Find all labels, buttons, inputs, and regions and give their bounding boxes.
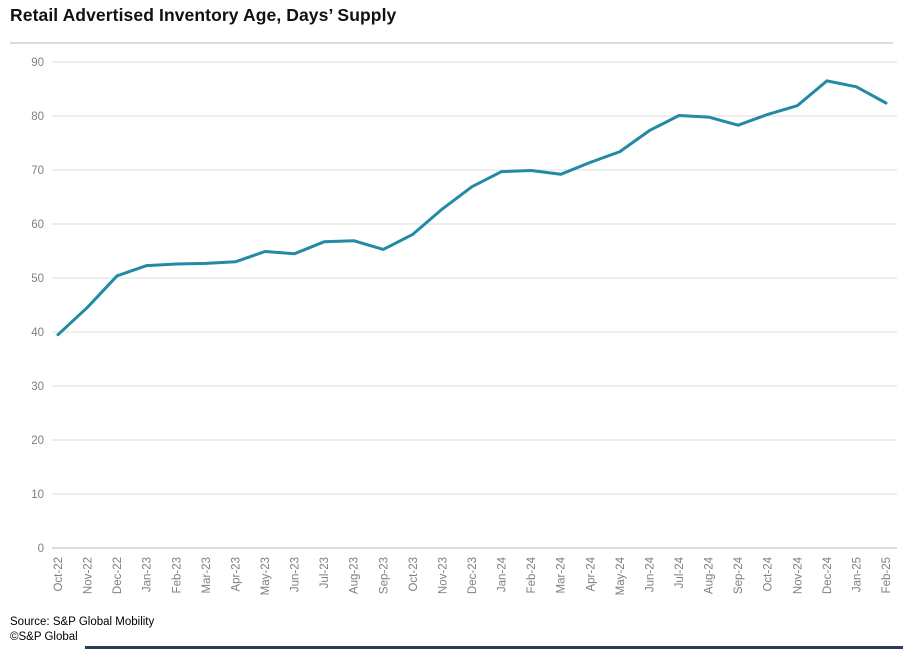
x-tick-label: Oct-24 [763, 556, 775, 591]
x-tick-label: Apr-24 [585, 556, 597, 591]
x-tick-label: Jan-24 [497, 556, 509, 592]
y-tick-label: 0 [38, 543, 44, 555]
x-tick-label: Oct-23 [408, 557, 420, 592]
x-tick-label: Jun-23 [290, 557, 302, 592]
x-tick-label: Jul-23 [319, 557, 331, 588]
x-tick-label: Jun-24 [644, 556, 656, 592]
x-tick-label: Jul-24 [674, 556, 686, 588]
y-tick-label: 10 [31, 489, 44, 501]
x-tick-label: Dec-24 [822, 556, 834, 594]
x-tick-label: Feb-23 [171, 557, 183, 593]
x-tick-label: Jan-23 [142, 557, 154, 592]
y-tick-label: 20 [31, 435, 44, 447]
x-tick-label: Sep-23 [378, 557, 390, 594]
footer-notes: Source: S&P Global Mobility ©S&P Global [10, 615, 154, 644]
x-tick-label: Feb-24 [526, 556, 538, 593]
x-tick-label: Jan-25 [851, 557, 863, 592]
title-divider [10, 42, 893, 44]
y-tick-label: 30 [31, 381, 44, 393]
x-tick-label: May-23 [260, 557, 272, 595]
x-tick-label: Feb-25 [881, 557, 893, 593]
y-tick-label: 50 [31, 273, 44, 285]
y-tick-label: 60 [31, 219, 44, 231]
x-tick-label: Aug-23 [349, 557, 361, 594]
x-tick-label: Mar-24 [556, 556, 568, 593]
chart-title: Retail Advertised Inventory Age, Days’ S… [10, 5, 397, 25]
footer-brand-bar [85, 646, 903, 649]
data-line-series [56, 79, 888, 337]
source-note: Source: S&P Global Mobility [10, 616, 155, 628]
x-tick-label: Apr-23 [230, 557, 242, 592]
x-tick-label: Aug-24 [704, 556, 716, 594]
x-tick-label: Sep-24 [733, 556, 745, 594]
x-tick-label: Dec-23 [467, 557, 479, 594]
y-tick-label: 90 [31, 57, 44, 69]
y-tick-label: 40 [31, 327, 44, 339]
y-tick-label: 70 [31, 165, 44, 177]
y-tick-label: 80 [31, 111, 44, 123]
x-tick-label: Nov-23 [437, 557, 449, 594]
x-tick-label: Nov-24 [792, 556, 804, 594]
x-tick-label: Mar-23 [201, 557, 213, 593]
x-tick-label: Nov-22 [83, 557, 95, 594]
x-tick-label: May-24 [615, 556, 627, 595]
x-tick-label: Dec-22 [112, 557, 124, 594]
copyright-note: ©S&P Global [10, 630, 78, 643]
x-tick-label: Oct-22 [53, 557, 65, 592]
line-chart: 0 10 20 30 40 50 60 70 80 90 Oct-22 Nov-22 Dec-22 Jan… [31, 57, 897, 595]
